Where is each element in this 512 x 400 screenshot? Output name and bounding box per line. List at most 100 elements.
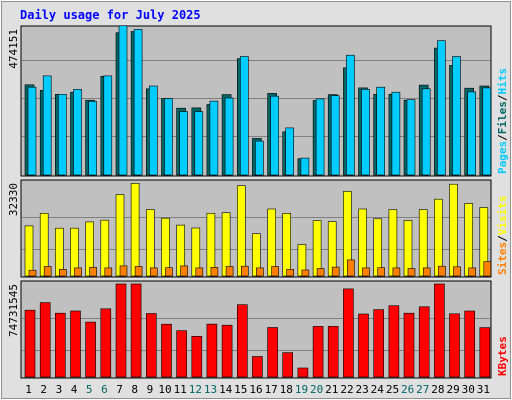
bar-kbytes-day-4	[70, 310, 81, 378]
day-labels: 1 2 3 4 5 6 7 8 9 10 11 12 13 14 15 16 17 18 19 20 21 22 23 24 2…	[25, 383, 490, 396]
day-label-26: 26	[401, 383, 414, 396]
bar-sites-day-4	[74, 267, 82, 277]
bar-sites-day-6	[104, 267, 113, 277]
bar-kbytes-day-12	[191, 335, 203, 378]
day-label-25: 25	[386, 383, 399, 396]
bar-hits-day-1	[27, 86, 37, 176]
day-label-27: 27	[416, 383, 429, 396]
day-label-21: 21	[325, 383, 338, 396]
bar-kbytes-day-10	[161, 323, 172, 378]
bar-sites-day-27	[422, 267, 431, 277]
bar-hits-day-2	[42, 75, 52, 176]
bar-visits-day-15	[237, 185, 246, 277]
bar-kbytes-day-31	[479, 327, 491, 378]
day-label-8: 8	[131, 383, 138, 396]
day-label-29: 29	[446, 383, 459, 396]
bar-visits-day-1	[24, 225, 34, 277]
bar-hits-day-14	[224, 97, 234, 176]
chart-panels: 474151Pages/Files/Hits32330Sites/Visits7…	[7, 25, 509, 379]
day-label-19: 19	[295, 383, 308, 396]
day-label-2: 2	[40, 383, 47, 396]
bar-sites-day-17	[271, 266, 279, 277]
bar-hits-day-3	[57, 94, 67, 176]
bar-hits-day-11	[179, 111, 188, 176]
bar-sites-day-21	[331, 266, 340, 277]
bar-sites-day-26	[407, 268, 416, 277]
bar-hits-day-22	[346, 54, 355, 176]
bar-kbytes-day-23	[358, 313, 369, 378]
bar-hits-day-27	[421, 88, 431, 176]
bar-hits-day-26	[406, 99, 416, 176]
bar-sites-day-2	[43, 266, 52, 277]
bar-kbytes-day-18	[282, 352, 294, 378]
bar-kbytes-day-30	[464, 310, 476, 378]
bar-sites-day-16	[256, 267, 264, 277]
day-label-6: 6	[101, 383, 108, 396]
bar-hits-day-4	[73, 89, 82, 176]
bar-hits-day-18	[285, 127, 295, 176]
day-label-5: 5	[86, 383, 93, 396]
day-label-10: 10	[158, 383, 171, 396]
bar-kbytes-day-22	[343, 288, 354, 378]
bar-hits-day-8	[133, 29, 143, 176]
legend-entry: KBytes	[496, 336, 509, 376]
bar-hits-day-9	[149, 85, 158, 176]
bar-hits-day-28	[437, 40, 446, 176]
bar-kbytes-day-2	[39, 302, 51, 378]
bar-hits-day-5	[88, 101, 97, 176]
day-label-9: 9	[147, 383, 154, 396]
bar-sites-day-10	[165, 267, 173, 277]
bar-visits-day-3	[54, 227, 64, 277]
bar-sites-day-3	[58, 269, 67, 277]
day-label-22: 22	[340, 383, 353, 396]
day-label-31: 31	[477, 383, 490, 396]
bar-sites-day-25	[392, 267, 401, 277]
day-label-17: 17	[265, 383, 278, 396]
day-label-23: 23	[355, 383, 368, 396]
bar-visits-day-20	[312, 220, 322, 277]
bar-kbytes-day-6	[100, 308, 112, 378]
bar-sites-day-30	[468, 267, 477, 277]
bar-visits-day-8	[130, 183, 140, 277]
legend-entry: Visits	[496, 196, 509, 236]
bar-kbytes-day-24	[373, 309, 385, 378]
bar-kbytes-day-20	[312, 326, 324, 378]
day-label-3: 3	[56, 383, 63, 396]
bar-hits-day-10	[164, 98, 173, 176]
bar-visits-day-7	[115, 194, 125, 277]
bar-sites-day-15	[241, 265, 249, 277]
bar-kbytes-day-14	[221, 324, 233, 378]
bar-hits-day-7	[118, 25, 128, 176]
bar-visits-day-28	[434, 198, 443, 277]
bar-sites-day-19	[301, 269, 310, 277]
bar-sites-day-14	[225, 266, 234, 277]
legend-kbytes: KBytes	[496, 336, 509, 376]
bar-sites-day-1	[28, 269, 37, 277]
chart-title: Daily usage for July 2025	[20, 8, 201, 22]
bar-hits-day-15	[240, 56, 249, 176]
bar-kbytes-day-16	[252, 356, 263, 378]
bar-kbytes-day-21	[327, 326, 339, 378]
bar-kbytes-day-1	[24, 309, 36, 378]
bar-kbytes-day-28	[434, 283, 445, 378]
bar-sites-day-7	[119, 265, 128, 277]
bar-visits-day-26	[403, 220, 413, 277]
bar-hits-day-6	[103, 75, 113, 176]
bar-kbytes-day-25	[388, 305, 400, 378]
bar-visits-day-9	[146, 209, 155, 277]
bar-kbytes-day-11	[176, 330, 187, 378]
bar-hits-day-19	[300, 157, 310, 176]
bar-visits-day-30	[464, 203, 474, 277]
bar-sites-day-18	[286, 269, 295, 277]
bar-visits-day-18	[282, 213, 292, 277]
day-label-15: 15	[234, 383, 247, 396]
day-label-16: 16	[249, 383, 262, 396]
bar-kbytes-day-17	[267, 327, 278, 378]
bar-hits-day-13	[209, 100, 219, 176]
day-label-14: 14	[219, 383, 233, 396]
legend-hits-files-pages: Pages/Files/Hits	[496, 68, 509, 174]
bar-hits-day-30	[467, 91, 477, 176]
day-label-24: 24	[371, 383, 385, 396]
